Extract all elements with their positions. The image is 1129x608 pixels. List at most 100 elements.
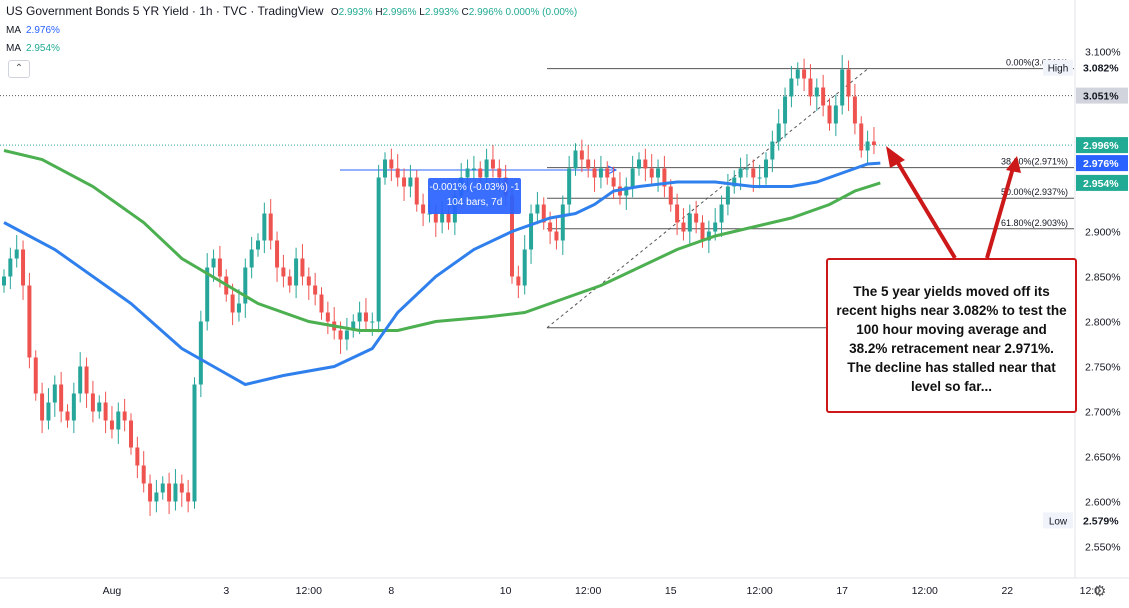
measure-tool-box[interactable]: -0.001% (-0.03%) -1 104 bars, 7d [428, 178, 521, 214]
candle-body [287, 276, 292, 286]
candle-body [376, 177, 381, 322]
candle-body [510, 195, 514, 277]
x-tick-label: 22 [1001, 585, 1013, 597]
candle-body [103, 402, 108, 421]
candle-body [668, 186, 673, 205]
candle-body [630, 168, 635, 187]
ma100-line [3, 161, 881, 387]
candle-body [783, 96, 788, 124]
candle-body [395, 168, 400, 178]
candle-body [649, 168, 654, 178]
candle-body [757, 177, 762, 179]
x-tick-label: 12:0 [1080, 585, 1101, 597]
fib-level-label: 0.00%(3.081%) [1006, 58, 1068, 68]
candle-body [325, 312, 330, 322]
candle-body [497, 168, 502, 178]
candle-body [21, 249, 26, 286]
annotation-arrowhead-right [1006, 156, 1021, 173]
candle-body [313, 285, 318, 295]
candle-body [859, 123, 864, 151]
chevron-up-icon[interactable]: ⌃ [8, 60, 30, 78]
candle-body [402, 177, 407, 187]
candle-body [236, 303, 241, 313]
symbol-title[interactable]: US Government Bonds 5 YR Yield · 1h · TV… [6, 4, 324, 18]
price-tag-label: High [1048, 64, 1069, 75]
candle-body [27, 285, 32, 358]
candle-body [643, 159, 648, 169]
candle-body [751, 168, 756, 178]
candle-body [141, 465, 146, 484]
y-tick-label: 2.850% [1085, 272, 1121, 284]
x-tick-label: 3 [223, 585, 229, 597]
candle-body [694, 213, 699, 223]
candle-body [84, 366, 89, 394]
price-tag-label-bg [1043, 512, 1073, 529]
candle-body [192, 384, 197, 502]
fib-level-label: 38.20%(2.971%) [1001, 157, 1068, 167]
candle-body [764, 159, 768, 178]
candle-body [865, 141, 870, 151]
candle-body [637, 159, 641, 169]
y-tick-label: 3.100% [1085, 47, 1121, 59]
open-value: 2.993% [338, 7, 373, 18]
candle-body [275, 240, 280, 268]
candle-body [427, 213, 432, 215]
candle-body [808, 78, 813, 97]
candle-body [71, 393, 76, 421]
candle-body [186, 492, 191, 502]
candle-body [484, 159, 489, 178]
candle-body [446, 213, 451, 223]
candle-body [471, 168, 476, 170]
price-tag-bg [1076, 174, 1128, 191]
candle-body [389, 159, 394, 169]
candle-body [300, 258, 305, 277]
high-key: H [375, 7, 383, 18]
candle-body [281, 267, 286, 277]
candle-body [529, 213, 534, 250]
candle-body [554, 231, 559, 241]
price-tag-label-bg [1043, 59, 1073, 76]
ma-label: MA [6, 43, 21, 54]
x-tick-label: 8 [388, 585, 394, 597]
x-tick-label: 17 [836, 585, 848, 597]
candle-body [205, 267, 210, 322]
candle-body [706, 231, 711, 241]
y-tick-label: 2.900% [1085, 227, 1121, 239]
x-tick-label: 12:00 [912, 585, 938, 597]
candle-body [230, 294, 235, 313]
candle-body [148, 483, 153, 502]
chart-header: US Government Bonds 5 YR Yield · 1h · TV… [6, 4, 577, 18]
annotation-arrow-left [893, 156, 957, 260]
indicator-ma-100[interactable]: MA 2.976% [6, 25, 60, 36]
candle-body [687, 213, 692, 232]
candle-body [173, 483, 178, 502]
close-key: C [461, 7, 469, 18]
candle-body [675, 204, 680, 223]
candle-body [109, 420, 114, 430]
gear-icon[interactable]: ⚙ [1093, 583, 1107, 600]
candle-body [129, 420, 133, 448]
candle-body [490, 159, 495, 169]
candle-body [433, 213, 438, 223]
annotation-text: The 5 year yields moved off its recent h… [836, 284, 1067, 394]
price-tag-bg [1076, 59, 1128, 76]
candle-body [46, 402, 51, 421]
price-tag-bg [1076, 137, 1128, 154]
candle-body [738, 168, 743, 178]
fib-level-label: 61.80%(2.903%) [1001, 218, 1068, 228]
candle-body [535, 204, 540, 214]
ohlc-readout: O2.993% H2.996% L2.993% C2.996% 0.000% (… [331, 7, 577, 18]
indicator-ma-200[interactable]: MA 2.954% [6, 43, 60, 54]
candle-body [65, 411, 70, 421]
open-key: O [330, 7, 339, 18]
ma-label: MA [6, 25, 21, 36]
candle-body [8, 258, 13, 277]
candle-body [59, 384, 64, 412]
candle-body [814, 87, 819, 97]
candle-body [90, 393, 95, 412]
close-value: 2.996% 0.000% (0.00%) [468, 7, 578, 18]
candle-body [421, 204, 426, 214]
candle-body [852, 96, 857, 124]
price-tag-value: 3.082% [1083, 63, 1119, 75]
candle-body [744, 168, 749, 170]
